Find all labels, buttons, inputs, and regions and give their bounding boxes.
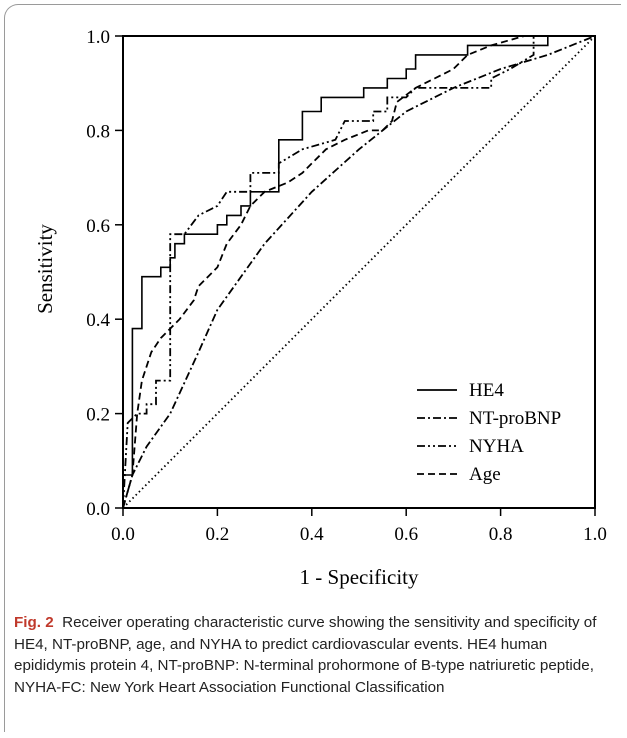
y-tick-label: 1.0 xyxy=(86,27,110,48)
series-line-age xyxy=(122,35,595,509)
x-tick-label: 0.0 xyxy=(111,524,135,545)
y-axis-title: Sensitivity xyxy=(33,224,57,314)
figure-frame xyxy=(4,4,621,732)
series-line-he4 xyxy=(122,35,595,508)
figure-caption: Fig. 2 Receiver operating characteristic… xyxy=(14,612,614,698)
series-line-nyha xyxy=(122,35,595,509)
legend-label: Age xyxy=(469,464,501,485)
legend-label: NYHA xyxy=(469,436,524,457)
legend-label: HE4 xyxy=(469,380,504,401)
caption-text: Receiver operating characteristic curve … xyxy=(14,614,597,696)
x-tick-label: 1.0 xyxy=(583,524,607,545)
plot-box xyxy=(122,35,596,509)
figure-label: Fig. 2 xyxy=(14,614,54,631)
x-tick-label: 0.6 xyxy=(394,524,418,545)
y-tick-label: 0.4 xyxy=(86,310,110,331)
legend-label: NT-proBNP xyxy=(469,408,561,429)
series-line-nt-probnp xyxy=(122,35,596,509)
x-axis-title: 1 - Specificity xyxy=(300,565,419,589)
legend: HE4 NT-proBNP NYHA Age xyxy=(417,380,561,485)
x-tick-label: 0.2 xyxy=(206,524,230,545)
y-tick-label: 0.0 xyxy=(86,499,110,520)
y-tick-label: 0.8 xyxy=(86,121,110,142)
axes: 0.0 0.2 0.4 0.6 0.8 1.0 0.0 0.2 0.4 0.6 0.8 1.0 xyxy=(86,27,607,545)
y-tick-label: 0.2 xyxy=(86,405,110,426)
y-tick-label: 0.6 xyxy=(86,216,110,237)
series-lines xyxy=(122,35,596,509)
x-tick-label: 0.4 xyxy=(300,524,324,545)
series-line-reference-diagonal xyxy=(122,35,596,509)
x-tick-label: 0.8 xyxy=(489,524,513,545)
roc-chart: 0.0 0.2 0.4 0.6 0.8 1.0 0.0 0.2 0.4 0.6 0.8 1.0 HE4… xyxy=(33,27,607,589)
